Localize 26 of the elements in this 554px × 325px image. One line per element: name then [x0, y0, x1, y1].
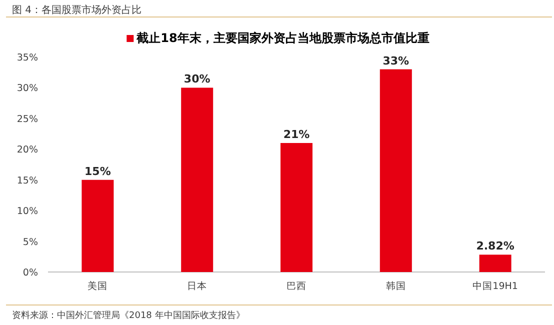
x-tick-label: 美国 — [88, 280, 108, 292]
data-label: 30% — [184, 72, 210, 86]
data-label: 21% — [283, 128, 310, 141]
bar — [82, 180, 114, 272]
y-tick-label: 30% — [16, 83, 38, 94]
bar — [181, 88, 214, 272]
y-tick-label: 25% — [16, 114, 38, 125]
bar — [479, 254, 512, 272]
data-label: 33% — [382, 54, 410, 68]
data-label: 15% — [84, 164, 111, 178]
x-tick-label: 韩国 — [386, 280, 406, 292]
y-tick-label: 35% — [16, 52, 38, 64]
bar — [280, 143, 312, 272]
x-tick-label: 中国19H1 — [472, 280, 518, 292]
y-tick-label: 0% — [22, 268, 38, 278]
legend-label: 截止18年末，主要国家外资占当地股票市场总市值比重 — [136, 31, 430, 45]
data-label: 2.82% — [476, 240, 514, 253]
y-tick-label: 5% — [22, 236, 38, 248]
text: 资料来源：中国外汇管理局《2018 年中国国际收支报告》 — [12, 310, 245, 321]
x-tick-label: 巴西 — [286, 281, 306, 292]
y-tick-label: 15% — [16, 175, 38, 186]
y-tick-label: 20% — [16, 144, 38, 156]
chart-title: 图 4：各国股票市场外资占比 — [12, 4, 142, 16]
x-tick-label: 日本 — [187, 280, 208, 292]
bar — [380, 69, 412, 272]
y-tick-label: 10% — [16, 206, 38, 218]
